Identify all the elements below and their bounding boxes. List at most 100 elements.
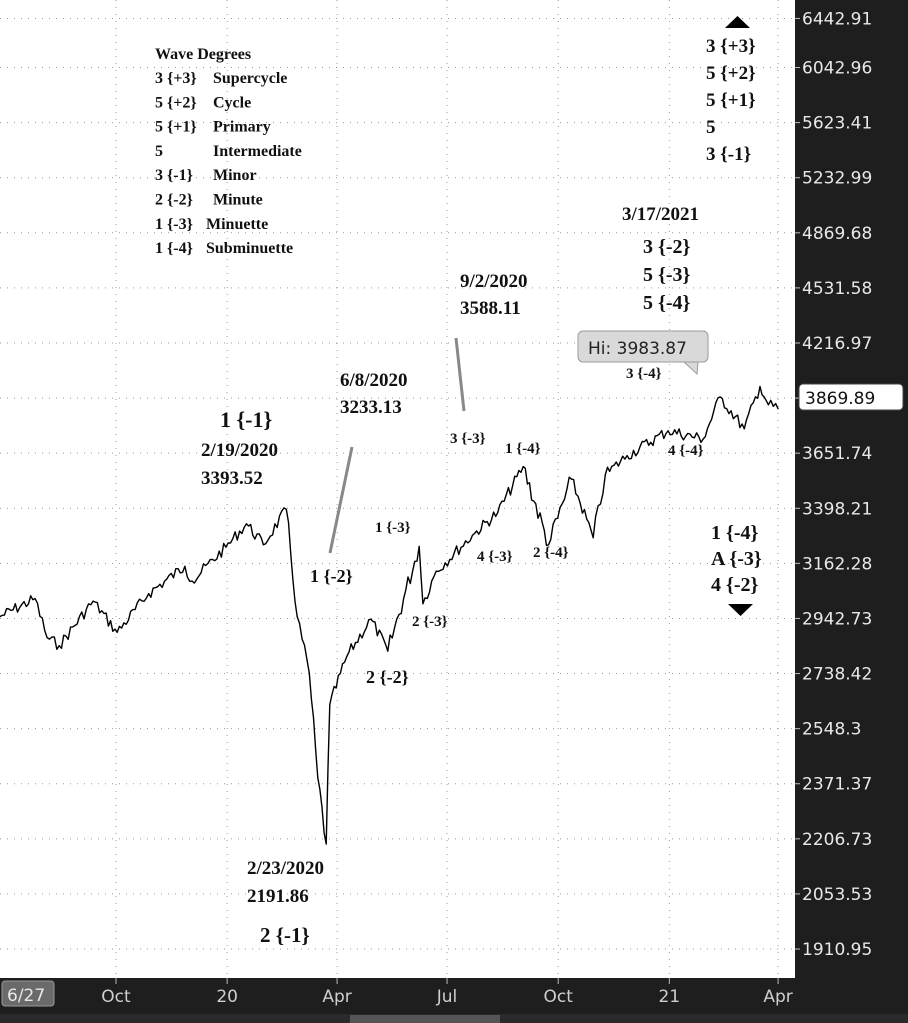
x-tick-label: Oct bbox=[543, 987, 573, 1007]
y-tick-label: 6442.91 bbox=[802, 9, 872, 29]
price-point bbox=[245, 523, 248, 525]
bottom-right-count: 1 {-4} bbox=[711, 522, 759, 544]
price-point bbox=[225, 546, 227, 548]
peak-2020-wave-label: 1 {-1} bbox=[220, 407, 272, 432]
price-point bbox=[346, 655, 348, 658]
y-tick-label: 3651.74 bbox=[802, 444, 872, 464]
legend-count: 5 {+1} bbox=[155, 119, 197, 136]
y-tick-label: 4869.68 bbox=[802, 224, 872, 244]
price-point bbox=[308, 672, 310, 674]
plot-area bbox=[0, 0, 795, 978]
price-point bbox=[777, 408, 779, 410]
legend-name: Primary bbox=[213, 119, 271, 136]
top-right-count: 3 {+3} bbox=[706, 36, 756, 57]
top-right-count: 5 bbox=[706, 117, 716, 138]
price-point bbox=[0, 615, 1, 618]
price-point bbox=[702, 438, 704, 440]
price-point bbox=[387, 650, 389, 652]
legend-title: Wave Degrees bbox=[155, 46, 251, 63]
x-tick-label: Apr bbox=[763, 987, 792, 1007]
y-tick-label: 5623.41 bbox=[802, 114, 872, 134]
horizontal-scrollbar-thumb[interactable] bbox=[350, 1015, 500, 1023]
price-point bbox=[592, 537, 594, 539]
wave-label: 2 {-2} bbox=[366, 667, 409, 687]
range-start-text: 6/27 bbox=[7, 986, 45, 1006]
x-tick-label: Jul bbox=[436, 987, 458, 1007]
y-axis: 6442.91 6042.96 5623.41 5232.99 4869.68 4531.… bbox=[795, 9, 872, 960]
legend-count: 2 {-2} bbox=[155, 192, 193, 209]
up-arrow-icon bbox=[725, 16, 750, 28]
price-series bbox=[0, 385, 779, 845]
march-2021-wave-count: 5 {-3} bbox=[643, 264, 691, 286]
wave-label: 4 {-3} bbox=[477, 549, 513, 565]
price-point bbox=[522, 466, 524, 468]
y-tick-label: 1910.95 bbox=[802, 940, 872, 960]
y-tick-label: 2738.42 bbox=[802, 665, 872, 685]
price-point bbox=[317, 777, 319, 779]
wave-label: 2 {-3} bbox=[412, 614, 448, 630]
price-point bbox=[767, 404, 770, 406]
x-tick-label: Oct bbox=[101, 987, 131, 1007]
price-point bbox=[92, 600, 94, 602]
y-tick-label: 5232.99 bbox=[802, 169, 872, 189]
y-tick-label: 6042.96 bbox=[802, 59, 872, 79]
legend-count: 1 {-3} bbox=[155, 216, 193, 233]
price-point bbox=[497, 511, 499, 513]
peak-2020-value-label: 3393.52 bbox=[201, 468, 263, 489]
price-point bbox=[184, 565, 186, 567]
price-point bbox=[422, 603, 424, 605]
top-right-count: 5 {+1} bbox=[706, 90, 756, 111]
wave-label: 1 {-3} bbox=[375, 520, 411, 536]
bottom-right-count: A {-3} bbox=[711, 548, 762, 570]
june-2020-date-label: 6/8/2020 bbox=[340, 370, 408, 391]
high-callout: Hi: 3983.87 bbox=[577, 330, 709, 376]
grid bbox=[0, 0, 795, 978]
low-2020-value-label: 2191.86 bbox=[247, 886, 309, 907]
legend-name: Minuette bbox=[206, 216, 268, 233]
x-axis: Oct 20 Apr Jul Oct 21 Apr bbox=[101, 978, 793, 1007]
y-tick-label: 2206.73 bbox=[802, 830, 872, 850]
legend-name: Intermediate bbox=[213, 143, 302, 160]
price-point bbox=[148, 592, 150, 595]
price-line bbox=[0, 385, 779, 845]
march-2021-wave-count: 3 {-2} bbox=[643, 236, 691, 258]
june-2020-value-label: 3233.13 bbox=[340, 397, 402, 418]
sept-2020-value-label: 3588.11 bbox=[460, 298, 521, 319]
y-tick-label: 4531.58 bbox=[802, 279, 872, 299]
price-point bbox=[116, 631, 118, 633]
wave-label: 3 {-3} bbox=[450, 431, 486, 447]
legend-count: 1 {-4} bbox=[155, 240, 193, 257]
annotations: Wave Degrees 3 {+3} Supercycle 5 {+2} Cycle… bbox=[155, 16, 762, 947]
price-point bbox=[329, 703, 331, 706]
legend-name: Supercycle bbox=[213, 70, 287, 87]
price-point bbox=[34, 598, 36, 600]
march-2021-date-label: 3/17/2021 bbox=[622, 204, 699, 225]
top-right-count: 5 {+2} bbox=[706, 63, 756, 84]
price-point bbox=[626, 455, 628, 457]
y-tick-label: 4216.97 bbox=[802, 334, 872, 354]
price-point bbox=[719, 396, 721, 398]
low-2020-wave-label: 2 {-1} bbox=[260, 923, 310, 947]
price-point bbox=[547, 544, 550, 546]
price-point bbox=[667, 430, 669, 432]
y-tick-label: 2053.53 bbox=[802, 885, 872, 905]
wave-label: 1 {-4} bbox=[505, 441, 541, 457]
top-right-wave-counts: 3 {+3} 5 {+2} 5 {+1} 5 3 {-1} bbox=[706, 36, 756, 165]
y-tick-label: 3162.28 bbox=[802, 554, 872, 574]
price-point bbox=[604, 474, 606, 476]
legend-name: Cycle bbox=[213, 94, 251, 111]
bottom-right-wave-counts: 1 {-4} A {-3} 4 {-2} bbox=[711, 522, 762, 596]
range-start-badge[interactable]: 6/27 bbox=[1, 980, 55, 1007]
june-2020-pointer-line bbox=[328, 446, 354, 554]
price-point bbox=[370, 618, 372, 620]
march-2021-wave-counts: 3 {-2} 5 {-3} 5 {-4} bbox=[643, 236, 691, 314]
x-tick-label: 20 bbox=[216, 987, 238, 1007]
legend-count: 3 {+3} bbox=[155, 70, 197, 87]
x-tick-label: Apr bbox=[322, 987, 351, 1007]
x-tick-label: 21 bbox=[659, 987, 681, 1007]
y-tick-label: 2942.73 bbox=[802, 609, 872, 629]
legend-name: Minor bbox=[213, 167, 257, 184]
price-point bbox=[435, 570, 437, 572]
price-point bbox=[759, 385, 761, 388]
